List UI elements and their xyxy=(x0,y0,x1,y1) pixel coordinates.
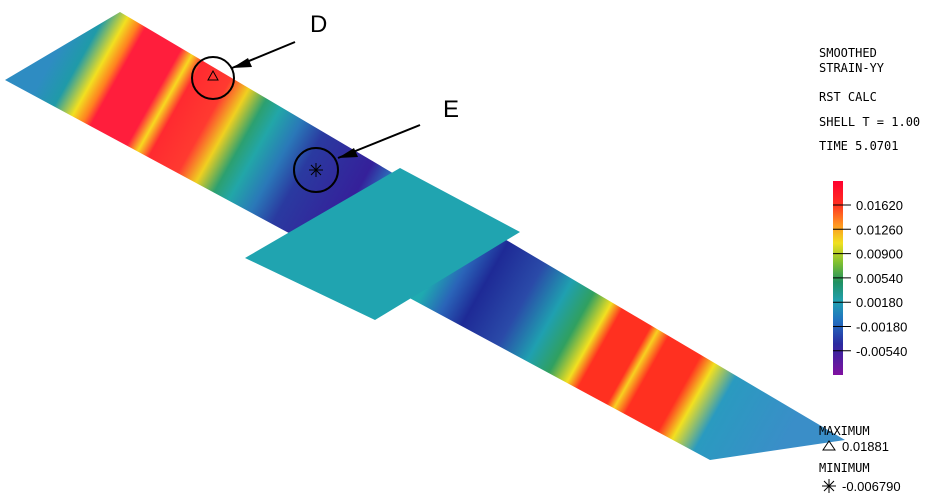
header: SMOOTHED STRAIN-YY RST CALC SHELL T = 1.… xyxy=(819,46,920,153)
callout-d: D xyxy=(310,11,327,38)
legend-label: -0.00540 xyxy=(856,344,907,359)
min-symbol xyxy=(309,163,323,177)
header-line: SMOOTHED xyxy=(819,46,877,60)
legend: 0.01620 0.01260 0.00900 0.00540 0.00180 -0.00… xyxy=(833,198,907,359)
legend-label: 0.00900 xyxy=(856,247,903,262)
screen: D E SMOOTHED STRAIN-YY RST CALC SHELL T … xyxy=(0,0,949,498)
header-line: TIME 5.0701 xyxy=(819,139,898,153)
header-line: SHELL T = 1.00 xyxy=(819,115,920,129)
min-value: -0.006790 xyxy=(842,479,901,494)
min-title: MINIMUM xyxy=(819,461,870,475)
legend-label: 0.00540 xyxy=(856,271,903,286)
arrowhead-d xyxy=(232,58,252,68)
legend-label: 0.01260 xyxy=(856,222,903,237)
callout-e: E xyxy=(443,96,459,123)
legend-label: 0.01620 xyxy=(856,198,903,213)
header-line: RST CALC xyxy=(819,90,877,104)
header-line: STRAIN-YY xyxy=(819,61,885,75)
legend-label: 0.00180 xyxy=(856,295,903,310)
min-icon xyxy=(822,479,836,493)
legend-label: -0.00180 xyxy=(856,320,907,335)
max-title: MAXIMUM xyxy=(819,424,870,438)
max-value: 0.01881 xyxy=(842,439,889,454)
